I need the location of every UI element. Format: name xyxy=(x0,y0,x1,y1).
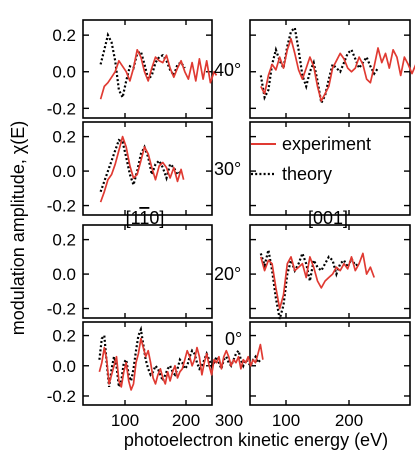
ytick-label-r2-0: -0.2 xyxy=(47,300,76,319)
experiment-curve-r3-c0 xyxy=(98,337,264,391)
panel-frame-r0-c0 xyxy=(82,19,213,119)
ytick-label-r1-0: -0.2 xyxy=(47,197,76,216)
y-axis-title: modulation amplitude, χ(E) xyxy=(8,121,28,336)
ytick-label-r2-2: 0.2 xyxy=(52,231,76,250)
experiment-curve-r2-c1 xyxy=(259,252,375,310)
data-curves xyxy=(98,25,415,391)
panel-frame-r1-c1 xyxy=(249,121,411,216)
ytick-label-r2-1: 0.0 xyxy=(52,265,76,284)
xtick-label-left-2b: 300 xyxy=(215,411,243,430)
xtick-label-left-0: 100 xyxy=(111,411,139,430)
theory-curve-r0-c0 xyxy=(99,31,186,101)
dir-left-open: [1 xyxy=(126,208,141,228)
dir-left-close: 0] xyxy=(149,208,164,228)
legend-label-experiment: experiment xyxy=(282,134,371,154)
dir-left-bar: 1 xyxy=(139,208,149,228)
panel-frame-r3-c1 xyxy=(249,321,411,406)
ytick-label-r0-0: -0.2 xyxy=(47,99,76,118)
ytick-label-r1-2: 0.2 xyxy=(52,128,76,147)
experiment-curve-r0-c0 xyxy=(99,48,218,100)
ytick-label-r3-1: 0.0 xyxy=(52,357,76,376)
panel-frame-r3-c0 xyxy=(82,321,213,406)
xtick-label-right-1: 200 xyxy=(335,411,363,430)
axis-ticks: -0.2 0.0 0.2 -0.2 0.0 0.2 -0.2 0.0 0.2 -0.2 0.0 0.2… xyxy=(47,20,410,430)
direction-label-left: [110] xyxy=(126,208,165,228)
x-axis-title: photoelectron kinetic energy (eV) xyxy=(124,430,388,450)
legend: experiment theory xyxy=(251,134,371,184)
angle-label-0: 0° xyxy=(225,329,242,349)
panel-frame-r2-c1 xyxy=(249,224,411,319)
panel-frame-r1-c0 xyxy=(82,121,213,216)
panel-frames xyxy=(82,19,411,406)
theory-curve-r1-c0 xyxy=(99,138,182,193)
angle-label-40: 40° xyxy=(214,60,241,80)
angle-label-20: 20° xyxy=(214,264,241,284)
ytick-label-r3-0: -0.2 xyxy=(47,387,76,406)
ytick-label-r0-1: 0.0 xyxy=(52,63,76,82)
xtick-label-right-0: 100 xyxy=(272,411,300,430)
angle-label-30: 30° xyxy=(214,159,241,179)
panel-frame-r0-c1 xyxy=(249,19,411,119)
xtick-label-left-1: 200 xyxy=(172,411,200,430)
ytick-label-r3-2: 0.2 xyxy=(52,327,76,346)
experiment-curve-r0-c1 xyxy=(260,37,415,102)
panel-frame-r2-c0 xyxy=(82,224,213,319)
ytick-label-r1-1: 0.0 xyxy=(52,162,76,181)
theory-curve-r2-c1 xyxy=(259,249,360,320)
direction-label-right: [001] xyxy=(308,208,348,228)
ytick-label-r0-2: 0.2 xyxy=(52,26,76,45)
legend-label-theory: theory xyxy=(282,164,332,184)
experiment-curve-r1-c0 xyxy=(99,135,185,203)
